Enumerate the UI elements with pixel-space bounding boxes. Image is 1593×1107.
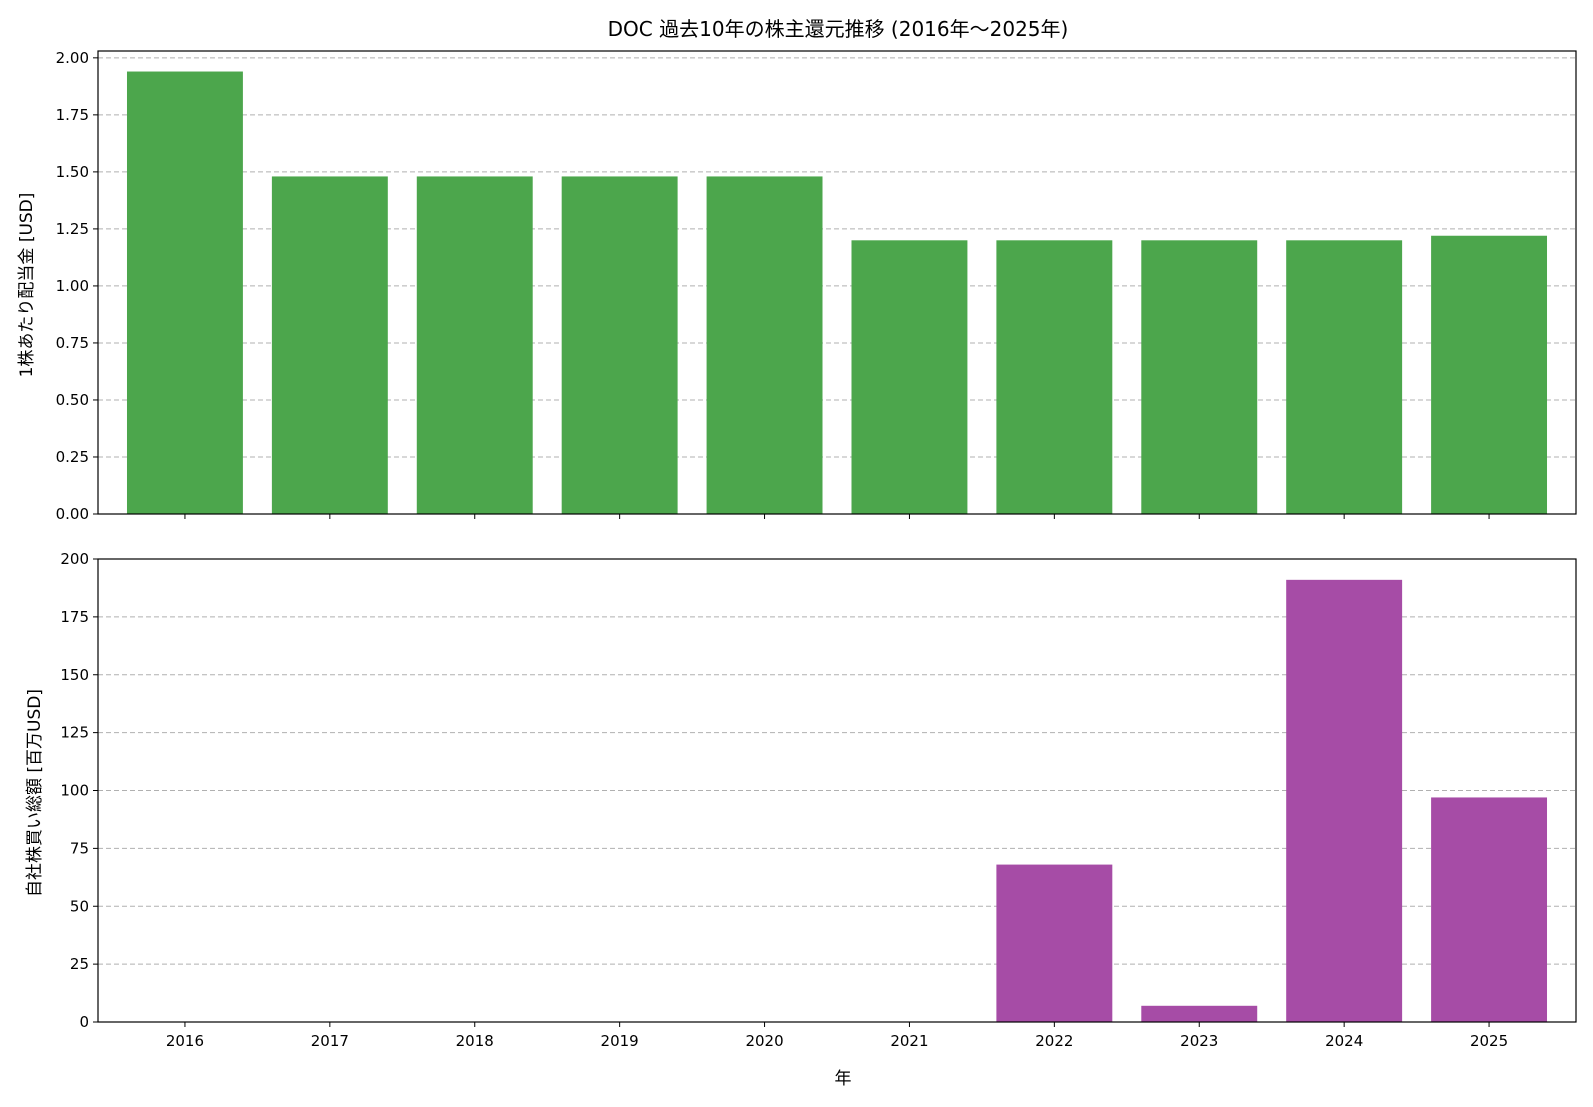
x-tick-label-2020: 2020 — [745, 1032, 783, 1050]
buyback-y-tick-label: 0 — [79, 1013, 89, 1031]
buyback-axes-frame — [97, 558, 1577, 1023]
dividend-bar-2020 — [706, 176, 823, 514]
buyback-panel: 0 25 50 75 100 125 150 175 200 2016 2017 2018 2019 20… — [60, 550, 1577, 1050]
x-tick-label-2016: 2016 — [166, 1032, 204, 1050]
buyback-bar-2025 — [1431, 797, 1548, 1022]
dividend-y-tick-label: 0.50 — [56, 391, 89, 409]
x-tick-label-2017: 2017 — [311, 1032, 349, 1050]
dividend-bar-2022 — [996, 240, 1113, 514]
buyback-y-tick-label: 150 — [60, 666, 89, 684]
dividend-bar-2019 — [561, 176, 678, 514]
dividend-y-tick-label: 1.25 — [56, 220, 89, 238]
dividend-y-tick-label: 1.75 — [56, 106, 89, 124]
buyback-bar-2024 — [1286, 579, 1403, 1022]
dividend-y-tick-label: 1.00 — [56, 277, 89, 295]
buyback-y-tick-label: 200 — [60, 550, 89, 568]
x-tick-label-2023: 2023 — [1180, 1032, 1218, 1050]
x-tick-label-2025: 2025 — [1470, 1032, 1508, 1050]
x-tick-label-2019: 2019 — [601, 1032, 639, 1050]
dividend-bar-2025 — [1431, 235, 1548, 514]
x-tick-label-2022: 2022 — [1035, 1032, 1073, 1050]
dividend-y-axis-label: 1株あたり配当金 [USD] — [17, 193, 37, 378]
dividend-y-tick-label: 0.25 — [56, 448, 89, 466]
dividend-y-tick-label: 1.50 — [56, 163, 89, 181]
dividend-axes-frame — [97, 50, 1577, 515]
x-axis-label: 年 — [835, 1069, 852, 1089]
x-tick-label-2021: 2021 — [890, 1032, 928, 1050]
dividend-bar-2018 — [416, 176, 533, 514]
buyback-y-tick-label: 125 — [60, 724, 89, 742]
buyback-y-tick-label: 25 — [70, 955, 89, 973]
dividend-y-tick-label: 2.00 — [56, 49, 89, 67]
buyback-y-axis-label: 自社株買い総額 [百万USD] — [25, 689, 45, 897]
buyback-y-tick-label: 50 — [70, 897, 89, 915]
dividend-y-tick-label: 0.00 — [56, 505, 89, 523]
buyback-bar-2022 — [996, 864, 1113, 1022]
chart-title: DOC 過去10年の株主還元推移 (2016年～2025年) — [608, 17, 1069, 41]
dividend-y-tick-label: 0.75 — [56, 334, 89, 352]
dividend-bar-2017 — [271, 176, 388, 514]
buyback-y-tick-label: 175 — [60, 608, 89, 626]
dividend-bar-2016 — [126, 71, 243, 514]
buyback-y-tick-label: 100 — [60, 782, 89, 800]
buyback-y-tick-label: 75 — [70, 839, 89, 857]
dividend-panel: 0.00 0.25 0.50 0.75 1.00 1.25 1.50 1.75 2.00 — [56, 49, 1577, 523]
x-tick-label-2024: 2024 — [1325, 1032, 1363, 1050]
dividend-bar-2023 — [1141, 240, 1258, 514]
dividend-bar-2024 — [1286, 240, 1403, 514]
buyback-bar-2023 — [1141, 1005, 1258, 1022]
x-tick-label-2018: 2018 — [456, 1032, 494, 1050]
dividend-bar-2021 — [851, 240, 968, 514]
